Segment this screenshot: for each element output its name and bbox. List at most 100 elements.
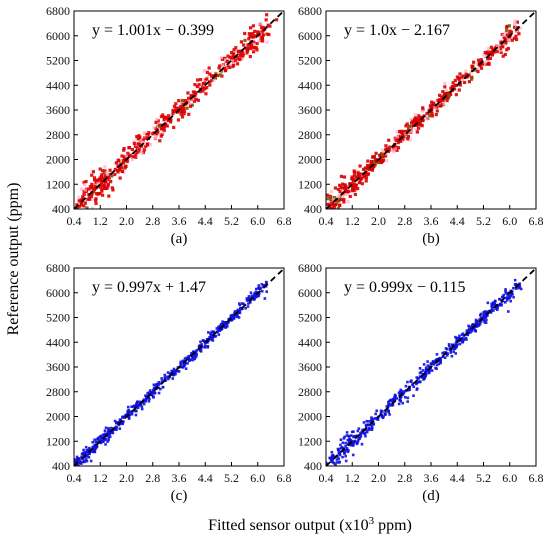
data-point xyxy=(365,430,369,434)
data-point xyxy=(151,132,155,136)
data-point xyxy=(242,43,246,47)
data-point xyxy=(190,97,195,101)
data-point xyxy=(402,391,406,395)
data-point xyxy=(380,414,383,417)
data-point xyxy=(354,188,358,193)
data-point xyxy=(147,131,151,135)
data-point xyxy=(142,131,146,135)
data-point xyxy=(471,60,476,64)
data-point xyxy=(129,410,133,414)
data-point xyxy=(221,320,224,323)
data-point xyxy=(338,196,342,200)
data-point xyxy=(254,290,258,294)
data-point xyxy=(158,124,162,128)
data-point xyxy=(352,174,356,178)
x-tick-label: 6.0 xyxy=(502,214,517,228)
data-point xyxy=(75,206,80,209)
data-point xyxy=(343,193,348,197)
data-point xyxy=(189,94,193,98)
data-point xyxy=(430,111,434,116)
data-point xyxy=(417,114,421,118)
data-point xyxy=(144,394,147,397)
data-point xyxy=(195,78,200,82)
data-point xyxy=(181,359,185,363)
data-point xyxy=(439,104,443,108)
panel-c: 0.4 1.2 2.0 2.8 3.6 4.4 5.2 6.0 6.8 400 1200 2000 28… xyxy=(46,261,292,504)
data-point xyxy=(180,115,185,119)
x-tick-label: 6.8 xyxy=(529,471,544,485)
data-point xyxy=(357,173,362,177)
data-point xyxy=(199,346,203,349)
data-point xyxy=(487,61,491,65)
y-tick-label: 4400 xyxy=(298,335,322,349)
data-point xyxy=(444,347,448,350)
data-point xyxy=(165,124,169,128)
data-point xyxy=(176,118,181,122)
scatter-points-a xyxy=(75,13,279,209)
data-point xyxy=(191,355,194,359)
data-point xyxy=(110,174,114,178)
data-point xyxy=(205,337,209,341)
data-point xyxy=(260,283,264,286)
data-point xyxy=(88,197,92,201)
data-point xyxy=(337,199,341,203)
data-point xyxy=(94,178,98,182)
data-point xyxy=(355,442,359,446)
data-point xyxy=(157,381,161,384)
data-point xyxy=(333,203,338,207)
data-point xyxy=(247,296,251,300)
data-point xyxy=(505,299,509,302)
data-point xyxy=(362,421,366,424)
data-point xyxy=(223,56,227,60)
data-point xyxy=(101,433,105,437)
x-tick-label: 5.2 xyxy=(224,214,239,228)
data-point xyxy=(202,81,206,85)
data-point xyxy=(446,352,449,355)
data-point xyxy=(405,122,409,126)
data-point xyxy=(113,419,117,423)
data-point xyxy=(507,310,510,313)
data-point xyxy=(339,438,343,441)
data-point xyxy=(237,316,241,319)
data-point xyxy=(130,157,134,161)
data-point xyxy=(86,454,89,457)
data-point xyxy=(134,152,138,157)
x-tick-label: 2.8 xyxy=(145,214,160,228)
data-point xyxy=(470,324,474,328)
data-point xyxy=(75,461,78,464)
data-point xyxy=(353,434,357,438)
data-point xyxy=(367,167,371,171)
data-point xyxy=(332,454,336,458)
data-point xyxy=(115,428,118,432)
data-point xyxy=(401,129,405,134)
data-point xyxy=(135,400,139,404)
data-point xyxy=(489,51,494,55)
data-point xyxy=(441,94,445,98)
data-point xyxy=(395,130,399,134)
data-point xyxy=(364,434,367,438)
data-point xyxy=(83,188,88,192)
data-point xyxy=(363,166,367,170)
data-point xyxy=(344,454,347,458)
data-point xyxy=(103,165,107,169)
fit-line-a xyxy=(74,11,284,209)
data-point xyxy=(92,178,97,182)
data-point xyxy=(162,118,166,122)
data-point xyxy=(430,369,434,372)
data-point xyxy=(254,287,258,291)
data-point xyxy=(148,397,151,401)
data-point xyxy=(192,99,196,103)
y-tick-label: 4400 xyxy=(46,335,70,349)
data-point xyxy=(449,351,453,354)
data-point xyxy=(445,354,449,357)
data-point xyxy=(109,426,113,430)
data-point xyxy=(232,56,236,60)
x-tick-label: 0.4 xyxy=(67,471,82,485)
data-point xyxy=(186,91,190,95)
data-point xyxy=(77,204,81,208)
data-point xyxy=(253,34,258,38)
data-point xyxy=(357,181,361,185)
data-point xyxy=(106,431,110,434)
data-point xyxy=(226,325,229,328)
data-point xyxy=(108,172,112,177)
